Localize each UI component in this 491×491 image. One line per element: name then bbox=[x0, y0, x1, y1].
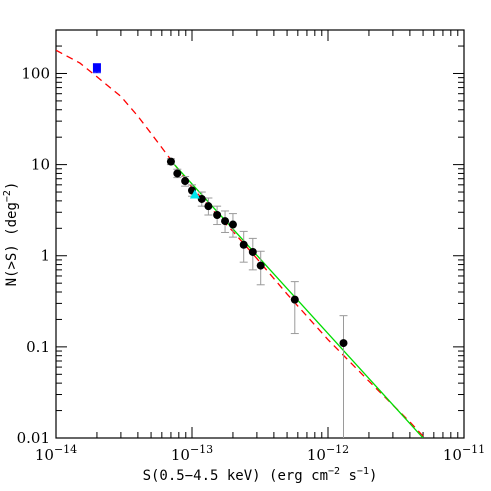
y-tick-label: 100 bbox=[21, 64, 50, 82]
data-point-triangle bbox=[189, 189, 200, 199]
y-tick-label: 0.1 bbox=[26, 338, 50, 356]
data-point bbox=[290, 295, 299, 304]
x-tick-label: 10−11 bbox=[443, 443, 485, 464]
data-point bbox=[228, 220, 237, 229]
data-markers bbox=[92, 63, 348, 348]
data-point bbox=[173, 169, 182, 178]
y-tick-label: 0.01 bbox=[17, 429, 50, 447]
tick-labels: 10−14 10−13 10−12 10−11 0.01 0.1 1 10 100 bbox=[17, 64, 486, 464]
axis-ticks bbox=[55, 29, 465, 439]
error-bars bbox=[92, 63, 348, 438]
data-point bbox=[239, 240, 248, 249]
plot-frame bbox=[55, 29, 465, 439]
data-point bbox=[166, 157, 175, 166]
x-tick-label: 10−13 bbox=[171, 443, 213, 464]
data-point bbox=[213, 210, 222, 219]
model-curves bbox=[56, 49, 424, 438]
data-point bbox=[204, 202, 213, 211]
data-point bbox=[221, 217, 230, 226]
data-point bbox=[248, 247, 257, 256]
data-point bbox=[181, 177, 190, 186]
x-tick-label: 10−12 bbox=[307, 443, 349, 464]
data-point-square bbox=[92, 63, 101, 72]
y-tick-label: 1 bbox=[40, 247, 50, 265]
x-axis-title: S(0.5−4.5 keV) (erg cm−2 s−1) bbox=[143, 466, 378, 484]
data-point bbox=[339, 339, 348, 348]
y-axis-title: N(>S) (deg−2) bbox=[2, 182, 20, 287]
x-tick-label: 10−14 bbox=[35, 443, 77, 464]
data-point bbox=[197, 194, 206, 203]
y-tick-label: 10 bbox=[31, 156, 50, 174]
data-point bbox=[256, 261, 265, 270]
